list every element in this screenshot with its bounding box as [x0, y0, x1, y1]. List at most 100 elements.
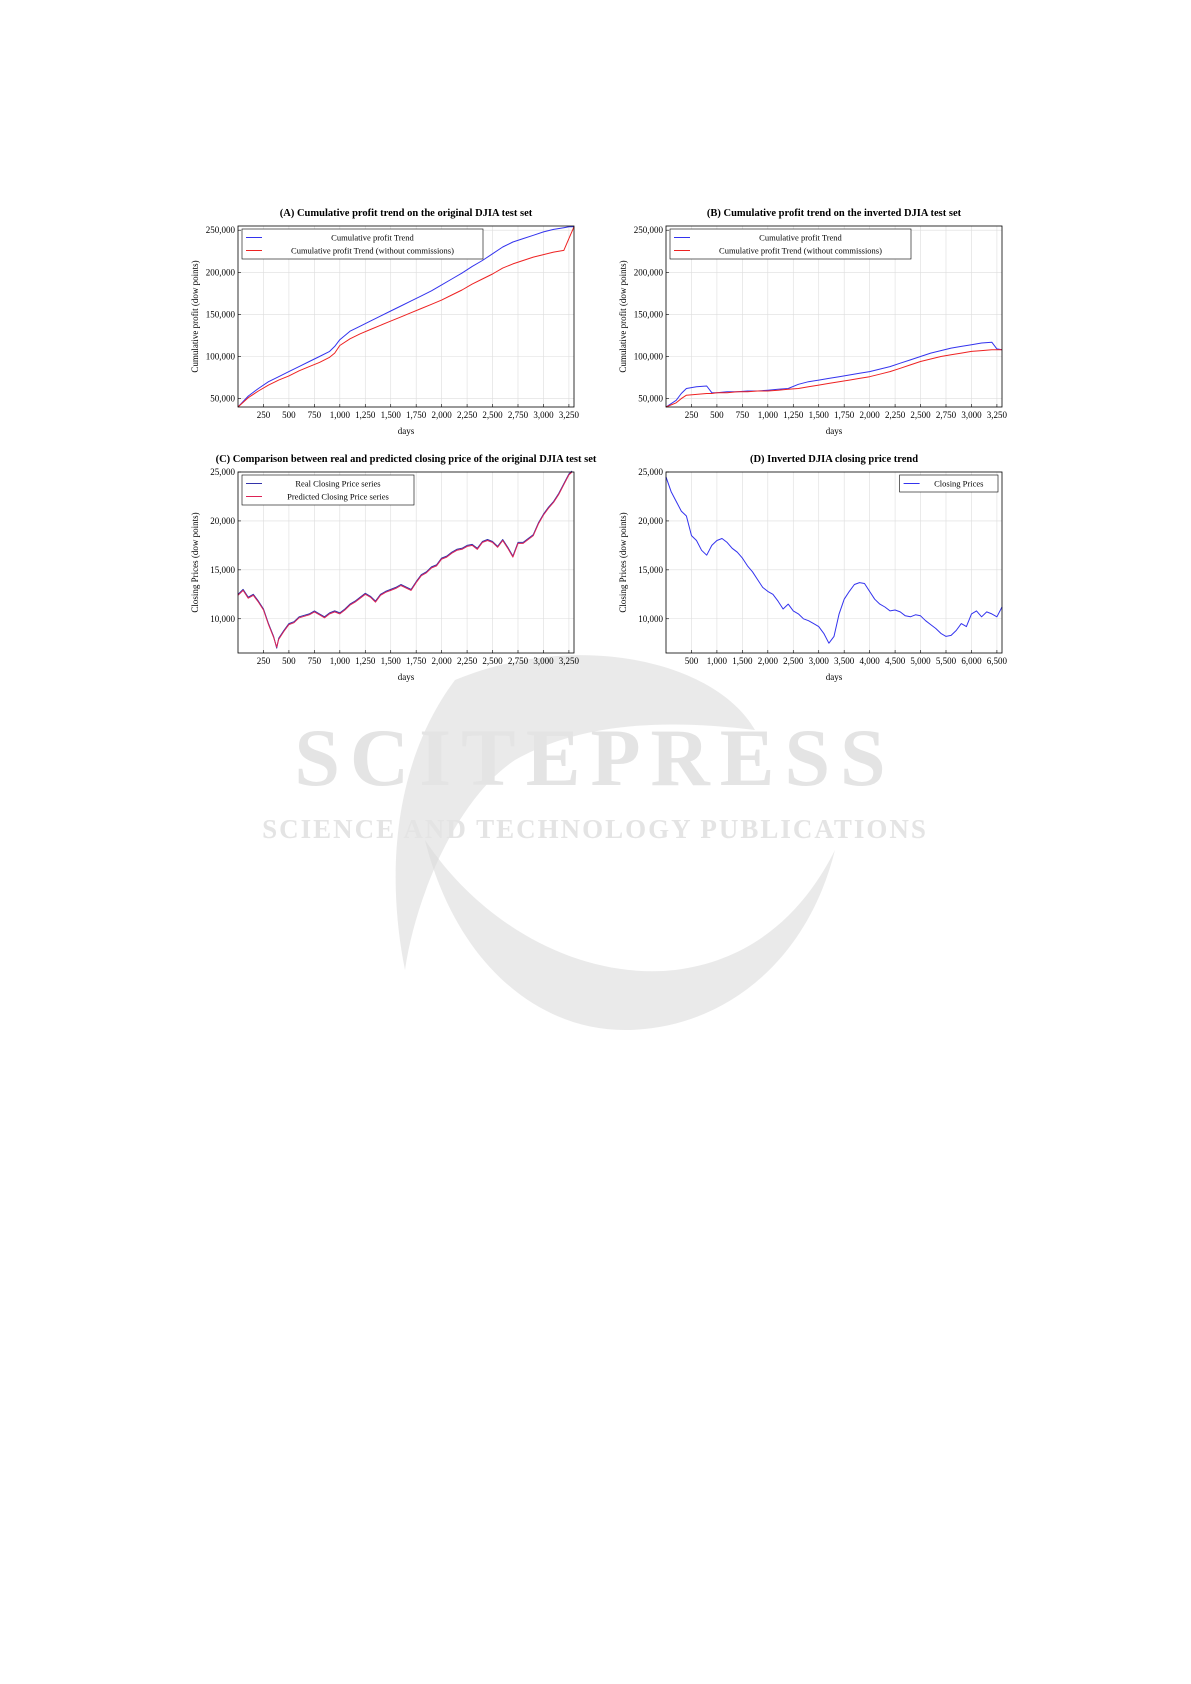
series-line-1 [665, 341, 1003, 408]
x-tick-label: 2,000 [432, 656, 453, 666]
x-tick-label: 4,000 [860, 656, 881, 666]
series-line-1 [237, 470, 573, 649]
chart-title: (A) Cumulative profit trend on the origi… [280, 208, 533, 219]
x-tick-label: 750 [308, 656, 322, 666]
y-tick-label: 15,000 [638, 565, 663, 575]
chart-panel-c: (C) Comparison between real and predicte… [190, 454, 597, 682]
watermark-brand: SCITEPRESS [294, 712, 895, 803]
y-tick-label: 50,000 [638, 394, 663, 404]
x-tick-label: 500 [282, 656, 296, 666]
y-tick-label: 100,000 [634, 351, 664, 361]
x-tick-label: 1,500 [381, 656, 402, 666]
x-tick-label: 2,500 [482, 410, 503, 420]
x-tick-label: 2,000 [758, 656, 779, 666]
x-tick-label: 2,750 [936, 410, 957, 420]
x-tick-label: 750 [736, 410, 750, 420]
chart-title: (B) Cumulative profit trend on the inver… [707, 208, 962, 219]
y-tick-label: 150,000 [634, 309, 664, 319]
x-tick-label: 3,250 [559, 410, 580, 420]
legend: Cumulative profit Trend Cumulative profit… [241, 228, 484, 260]
legend-label: Cumulative profit Trend [759, 233, 842, 243]
x-tick-label: 2,750 [508, 410, 529, 420]
y-tick-label: 200,000 [634, 267, 664, 277]
y-axis-label: Closing Prices (dow points) [190, 512, 200, 612]
series-line-2 [237, 226, 575, 408]
watermark-tagline: SCIENCE AND TECHNOLOGY PUBLICATIONS [262, 814, 928, 844]
legend: Closing Prices [899, 474, 999, 493]
x-tick-label: 1,000 [758, 410, 779, 420]
x-tick-label: 1,250 [355, 410, 376, 420]
x-tick-label: 1,750 [406, 410, 427, 420]
x-axis-label: days [398, 672, 415, 682]
x-tick-label: 5,000 [910, 656, 931, 666]
legend-box [241, 228, 484, 260]
x-tick-label: 2,500 [482, 656, 503, 666]
series-line-2 [237, 471, 573, 648]
series-line-2 [665, 349, 1002, 408]
x-tick-label: 3,500 [834, 656, 855, 666]
chart-panel-d: (D) Inverted DJIA closing price trend 500… [618, 454, 1008, 682]
y-tick-label: 10,000 [210, 614, 235, 624]
plot-frame [665, 471, 1003, 654]
chart-panel-b: (B) Cumulative profit trend on the inver… [618, 208, 1008, 436]
legend: Cumulative profit Trend Cumulative profit… [669, 228, 912, 260]
y-tick-label: 10,000 [638, 614, 663, 624]
y-tick-label: 25,000 [210, 467, 235, 477]
y-axis-label: Cumulative profit (dow points) [618, 260, 628, 372]
x-tick-label: 1,500 [809, 410, 830, 420]
legend-label: Cumulative profit Trend (without commiss… [291, 246, 454, 256]
x-tick-label: 1,000 [330, 656, 351, 666]
legend-label: Closing Prices [934, 479, 983, 489]
x-tick-label: 1,250 [355, 656, 376, 666]
legend-box [669, 228, 912, 260]
x-tick-label: 2,500 [910, 410, 931, 420]
x-tick-label: 1,500 [381, 410, 402, 420]
y-tick-label: 200,000 [206, 267, 236, 277]
x-tick-label: 6,500 [987, 656, 1008, 666]
x-tick-label: 1,500 [732, 656, 753, 666]
legend-box [899, 474, 999, 493]
x-tick-label: 3,000 [533, 656, 554, 666]
series-line-1 [237, 226, 574, 408]
x-tick-label: 3,250 [987, 410, 1008, 420]
legend-box [241, 474, 415, 506]
x-tick-label: 250 [257, 656, 271, 666]
y-tick-label: 100,000 [206, 351, 236, 361]
chart-title: (D) Inverted DJIA closing price trend [750, 454, 918, 465]
x-tick-label: 2,500 [783, 656, 804, 666]
x-tick-label: 3,000 [533, 410, 554, 420]
x-tick-label: 500 [710, 410, 724, 420]
plot-frame [237, 471, 575, 654]
x-tick-label: 2,000 [432, 410, 453, 420]
x-axis-label: days [826, 672, 843, 682]
y-tick-label: 20,000 [638, 516, 663, 526]
y-axis-label: Cumulative profit (dow points) [190, 260, 200, 372]
sciteprss-watermark: SCITEPRESS SCIENCE AND TECHNOLOGY PUBLIC… [262, 655, 928, 1030]
series-line-1 [665, 476, 1003, 644]
y-tick-label: 250,000 [634, 225, 664, 235]
x-tick-label: 2,750 [508, 656, 529, 666]
x-tick-label: 1,750 [834, 410, 855, 420]
watermark-swoosh-icon [395, 655, 835, 1030]
x-tick-label: 1,000 [330, 410, 351, 420]
x-tick-label: 2,250 [885, 410, 906, 420]
x-tick-label: 500 [685, 656, 699, 666]
y-tick-label: 20,000 [210, 516, 235, 526]
legend-label: Cumulative profit Trend [331, 233, 414, 243]
x-tick-label: 3,000 [809, 656, 830, 666]
plot-frame [237, 225, 575, 408]
x-tick-label: 5,500 [936, 656, 957, 666]
y-axis-label: Closing Prices (dow points) [618, 512, 628, 612]
x-axis-label: days [398, 426, 415, 436]
y-tick-label: 15,000 [210, 565, 235, 575]
x-tick-label: 1,000 [707, 656, 728, 666]
x-tick-label: 250 [685, 410, 699, 420]
x-axis-label: days [826, 426, 843, 436]
chart-panel-a: (A) Cumulative profit trend on the origi… [190, 208, 580, 436]
legend: Real Closing Price series Predicted Closi… [241, 474, 415, 506]
legend-label: Predicted Closing Price series [287, 492, 389, 502]
plot-frame [665, 225, 1003, 408]
x-tick-label: 500 [282, 410, 296, 420]
